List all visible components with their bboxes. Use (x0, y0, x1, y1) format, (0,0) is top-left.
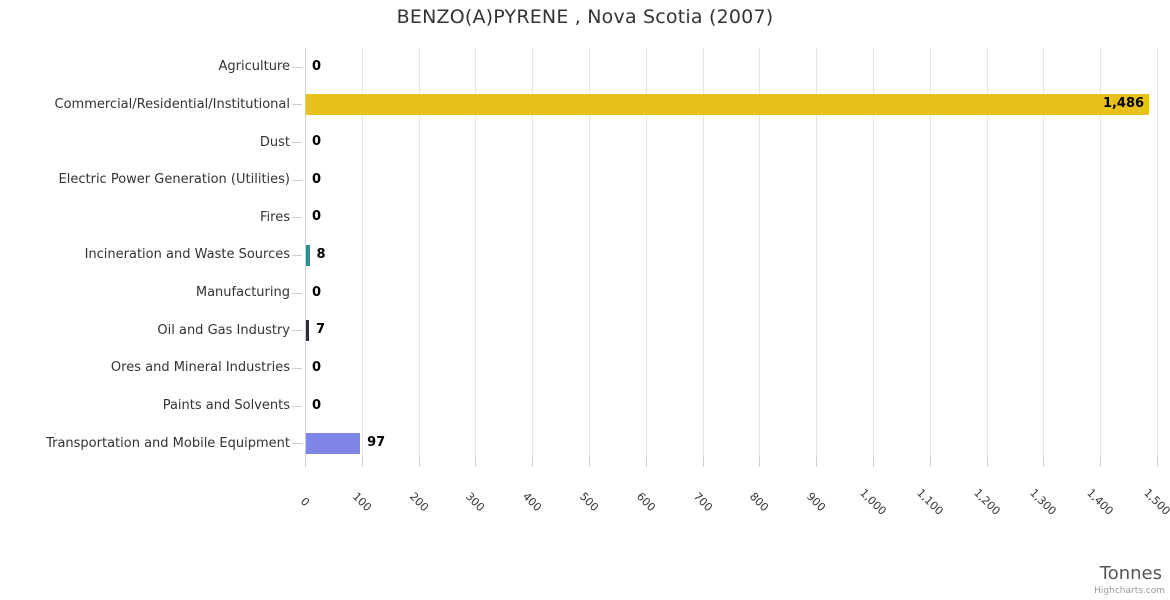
value-label: 0 (312, 397, 322, 413)
gridline (816, 48, 818, 462)
gridline (986, 48, 988, 462)
category-label: Incineration and Waste Sources (84, 247, 290, 263)
category-label: Oil and Gas Industry (157, 322, 290, 338)
gridline (418, 48, 420, 462)
x-axis-tick (816, 457, 818, 467)
x-tick-label: 1,500 (1141, 486, 1170, 518)
gridline (1157, 48, 1158, 462)
x-tick-label: 300 (463, 489, 488, 515)
x-axis-tick (986, 457, 988, 467)
chart-title: BENZO(A)PYRENE , Nova Scotia (2007) (396, 6, 774, 28)
gridline (873, 48, 874, 462)
value-label: 0 (312, 359, 322, 375)
x-tick-label: 500 (576, 489, 602, 515)
x-tick-label: 100 (349, 489, 374, 515)
category-label: Transportation and Mobile Equipment (46, 435, 290, 451)
x-axis-tick (929, 457, 931, 467)
category-axis-tick (292, 292, 302, 294)
x-axis-tick (361, 457, 363, 467)
category-axis-tick (292, 443, 302, 445)
category-axis-tick (292, 142, 302, 144)
bar[interactable] (306, 319, 309, 341)
category-axis-tick (292, 405, 302, 407)
category-label: Paints and Solvents (162, 398, 290, 414)
x-axis-tick (873, 457, 874, 467)
bar[interactable] (306, 93, 1150, 115)
category-label: Dust (259, 134, 290, 150)
value-label: 0 (312, 171, 322, 187)
gridline (645, 48, 647, 462)
x-tick-label: 200 (406, 489, 431, 515)
gridline (1100, 48, 1102, 462)
category-axis-tick (292, 179, 302, 181)
x-tick-label: 1,000 (857, 486, 889, 518)
x-axis-tick (475, 457, 477, 467)
x-axis-tick (589, 457, 590, 467)
category-axis-tick (292, 217, 302, 219)
gridline (1043, 48, 1045, 462)
x-axis-tick (645, 457, 647, 467)
category-label: Fires (260, 209, 290, 225)
gridline (532, 48, 534, 462)
value-label: 0 (312, 209, 322, 225)
x-tick-label: 1,100 (914, 486, 946, 518)
x-tick-label: 1,200 (970, 486, 1003, 518)
gridline (702, 48, 704, 462)
value-label: 8 (316, 247, 326, 262)
x-axis-title: Tonnes (1099, 563, 1162, 584)
value-label: 1,486 (1102, 96, 1145, 112)
category-axis-tick (292, 255, 302, 256)
category-axis-tick (292, 367, 302, 369)
gridline (589, 48, 590, 462)
x-tick-label: 1,300 (1027, 486, 1060, 518)
category-axis-tick (292, 104, 302, 106)
value-label: 0 (312, 58, 322, 74)
x-tick-label: 1,400 (1084, 486, 1116, 518)
x-axis-tick (1157, 457, 1158, 467)
category-label: Commercial/Residential/Institutional (54, 96, 291, 112)
gridline (929, 48, 931, 462)
value-label: 97 (367, 435, 386, 451)
x-axis-tick (759, 457, 761, 467)
gridline (475, 48, 477, 462)
x-axis-tick (1043, 457, 1045, 467)
x-tick-label: 0 (297, 494, 313, 510)
bar[interactable] (306, 432, 361, 454)
category-label: Manufacturing (195, 285, 290, 301)
gridline (759, 48, 761, 462)
category-axis-tick (292, 66, 302, 68)
x-tick-label: 600 (633, 489, 658, 515)
x-tick-label: 700 (690, 489, 715, 515)
category-label: Agriculture (218, 59, 291, 75)
value-label: 7 (315, 322, 326, 338)
x-tick-label: 400 (520, 489, 545, 515)
x-axis-tick (305, 457, 306, 467)
x-tick-label: 900 (804, 489, 829, 515)
x-axis-tick (702, 457, 704, 467)
value-label: 0 (312, 134, 322, 150)
category-label: Ores and Mineral Industries (110, 360, 290, 376)
x-axis-tick (1100, 457, 1102, 467)
x-axis-tick (532, 457, 534, 467)
category-label: Electric Power Generation (Utilities) (58, 172, 290, 188)
bar[interactable] (306, 244, 310, 266)
gridline (361, 48, 363, 462)
x-axis-tick (418, 457, 420, 467)
category-axis-tick (292, 330, 302, 332)
y-axis-line (305, 48, 306, 462)
highcharts-credit[interactable]: Highcharts.com (1094, 586, 1165, 596)
value-label: 0 (312, 284, 322, 300)
x-tick-label: 800 (747, 489, 772, 515)
